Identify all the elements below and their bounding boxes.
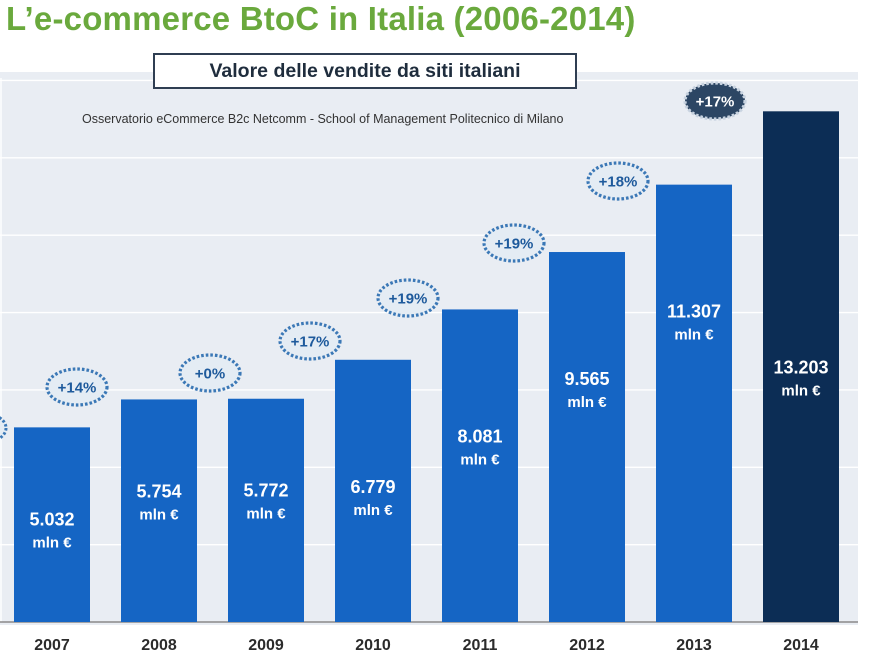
data-unit-label: mln € [567,394,607,411]
data-unit-label: mln € [139,506,179,523]
bar [14,427,90,622]
bar [763,111,839,623]
growth-badge-partial [0,416,8,440]
x-tick-label: 2010 [355,637,391,653]
data-label: 6.779 [350,477,395,497]
growth-badge [278,321,342,361]
x-tick-label: 2011 [463,637,498,653]
x-tick-label: 2007 [34,637,70,653]
growth-badge-label: +17% [696,94,735,111]
bar [656,184,732,622]
growth-badge [586,161,650,201]
data-unit-label: mln € [353,502,393,519]
growth-badge-label: +17% [291,334,330,351]
data-unit-label: mln € [246,506,286,523]
growth-badge-label: +0% [195,366,225,383]
growth-badge [482,223,546,263]
growth-badge [376,278,440,318]
bar [121,399,197,622]
data-unit-label: mln € [674,327,714,344]
data-unit-label: mln € [32,534,72,551]
source-note: Osservatorio eCommerce B2c Netcomm - Sch… [82,112,564,126]
data-label: 5.754 [136,481,181,501]
data-label: 11.307 [667,302,721,322]
data-label: 13.203 [773,357,828,377]
x-tick-label: 2008 [141,637,177,653]
x-tick-label: 2013 [676,637,712,653]
x-tick-label: 2009 [248,637,284,653]
data-label: 5.032 [29,509,74,529]
x-tick-label: 2014 [783,637,819,653]
growth-badge [178,353,242,393]
data-label: 8.081 [457,426,502,446]
chart-subtitle: Valore delle vendite da siti italiani [153,53,577,89]
data-label: 9.565 [564,369,609,389]
growth-badge [683,81,747,121]
page-title: L’e-commerce BtoC in Italia (2006-2014) [6,0,636,37]
growth-badge-label: +14% [58,380,97,397]
data-unit-label: mln € [781,382,821,399]
growth-badge [45,367,109,407]
bar [228,398,304,622]
data-unit-label: mln € [460,451,500,468]
x-tick-label: 2012 [569,637,605,653]
growth-badge-label: +19% [495,236,534,253]
growth-badge-label: +18% [599,174,638,191]
growth-badge-label: +19% [389,291,428,308]
bar [335,359,411,622]
bar [442,309,518,622]
data-label: 5.772 [243,481,288,501]
bar [549,252,625,622]
